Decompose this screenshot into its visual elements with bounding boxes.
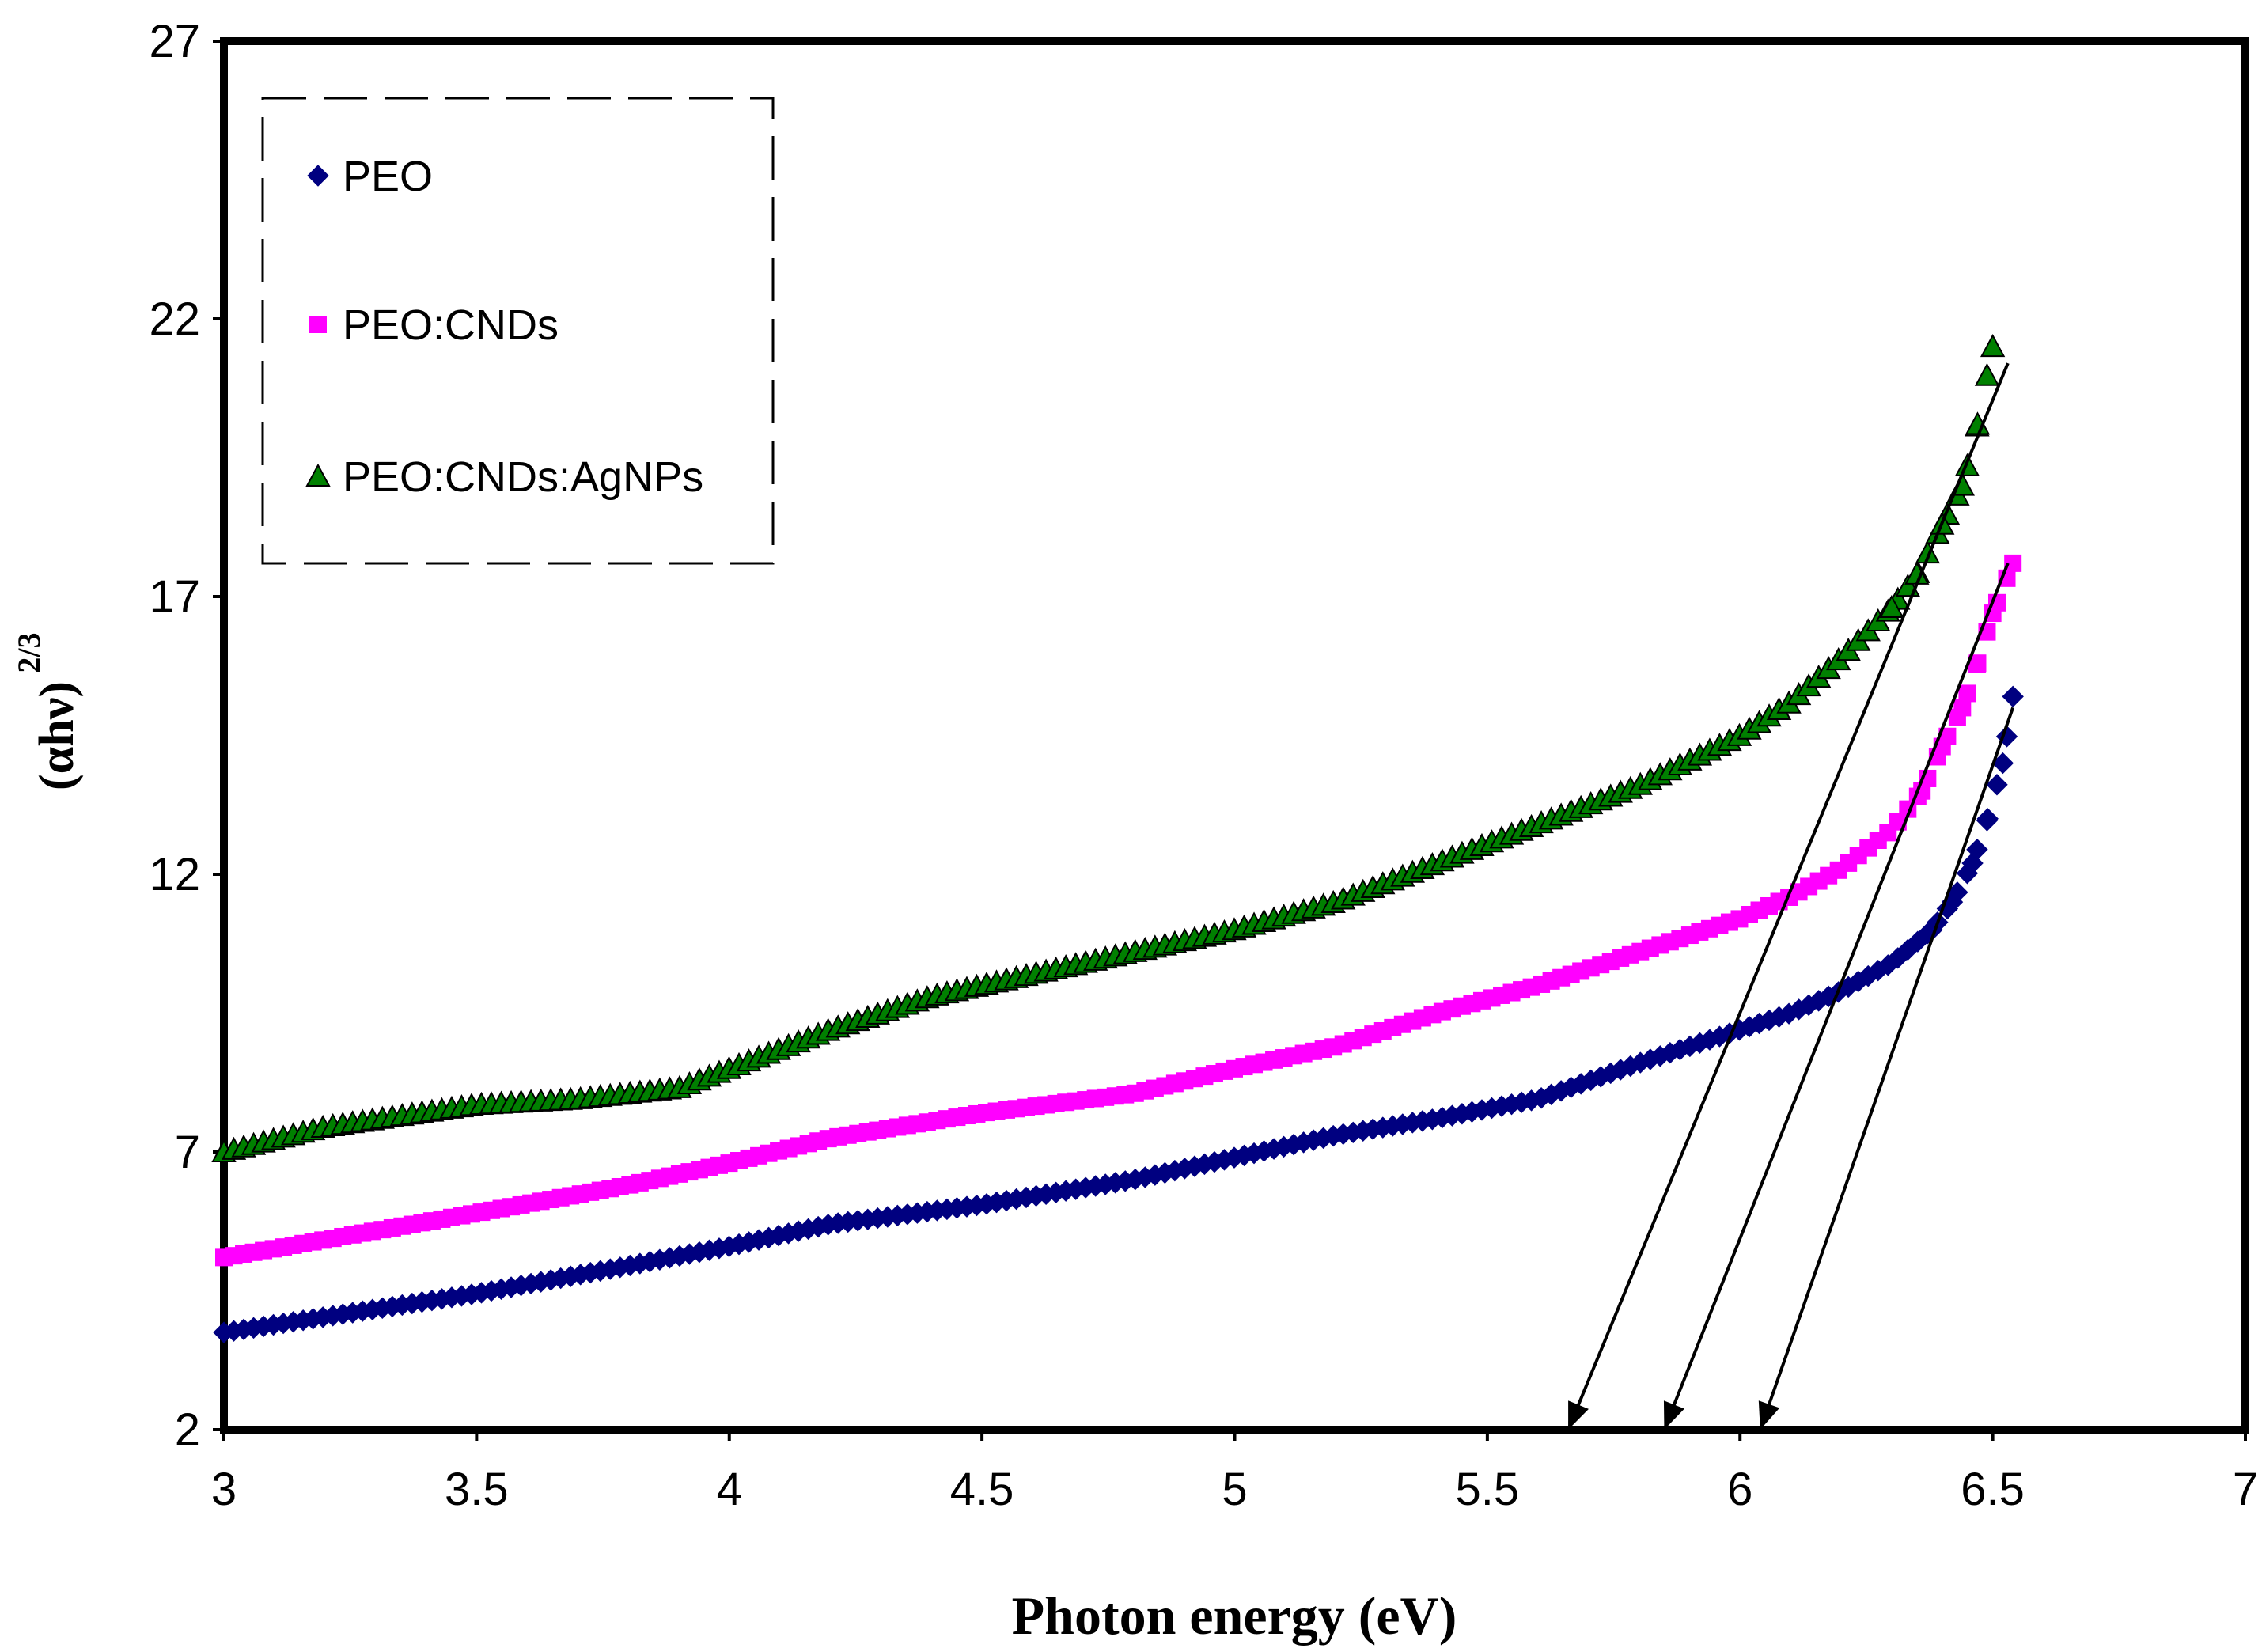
y-tick-label: 2 (175, 1404, 200, 1456)
data-point (1980, 333, 2006, 358)
legend-box (261, 97, 775, 565)
extrapolation-line (1567, 362, 2010, 1430)
legend-label: PEO:CNDs (343, 301, 559, 349)
x-axis-title: Photon energy (eV) (1012, 1586, 1457, 1646)
x-tick-label: 4 (717, 1464, 742, 1515)
series-peo (213, 685, 2024, 1343)
y-tick-label: 7 (175, 1127, 200, 1178)
legend-marker (307, 165, 329, 187)
arrow-head (1568, 1400, 1589, 1430)
legend-item-peo-cnds: PEO:CNDs (309, 301, 559, 349)
legend-item-peo-cnds-agnps: PEO:CNDs:AgNPs (305, 453, 703, 501)
data-point (1953, 699, 1972, 717)
y-tick-label: 27 (149, 16, 200, 67)
x-tick-label: 3 (211, 1464, 237, 1515)
data-point (1968, 654, 1987, 673)
legend: PEO PEO:CNDs PEO:CNDs:AgNPs (261, 97, 775, 565)
data-point (1986, 774, 2008, 796)
y-tick-label: 17 (149, 571, 200, 623)
x-tick-label: 3.5 (445, 1464, 509, 1515)
y-axis-title-main: (αhν) (30, 681, 84, 790)
x-tick-label: 7 (2233, 1464, 2258, 1515)
x-tick-label: 5 (1222, 1464, 1247, 1515)
data-point (1974, 362, 2000, 386)
data-point (1976, 808, 1999, 830)
extrapolation-arrows (1567, 362, 2015, 1430)
data-point (1958, 684, 1976, 703)
data-point (2002, 685, 2024, 708)
series-peo-cnds-agnps (211, 333, 2006, 1162)
legend-label: PEO (343, 153, 433, 200)
arrow-head (1758, 1400, 1780, 1430)
x-tick-label: 5.5 (1456, 1464, 1520, 1515)
data-series-layer (211, 333, 2024, 1343)
data-point (1961, 852, 1984, 874)
x-tick-label: 6 (1727, 1464, 1752, 1515)
data-point (1879, 594, 1904, 619)
legend-items: PEO PEO:CNDs PEO:CNDs:AgNPs (305, 153, 703, 501)
x-tick-label: 4.5 (950, 1464, 1014, 1515)
x-tick-label: 6.5 (1961, 1464, 2025, 1515)
arrow-head (1663, 1400, 1684, 1430)
extrapolation-line (1758, 707, 2015, 1430)
legend-item-peo: PEO (307, 153, 433, 200)
data-point (1915, 540, 1941, 564)
x-axis-ticks: 3 3.5 4 4.5 5 5.5 6 6.5 7 (211, 1430, 2258, 1515)
legend-marker (305, 463, 331, 487)
legend-marker (309, 316, 327, 333)
y-tick-label: 22 (149, 294, 200, 345)
y-axis-title: (αhν) 2/3 (11, 632, 84, 790)
series-peo-cnds (215, 554, 2022, 1267)
legend-label: PEO:CNDs:AgNPs (343, 453, 703, 501)
extrapolation-line (1662, 563, 2010, 1430)
y-axis-title-exponent: 2/3 (11, 632, 47, 673)
data-point (2004, 554, 2022, 572)
y-tick-label: 12 (149, 849, 200, 900)
